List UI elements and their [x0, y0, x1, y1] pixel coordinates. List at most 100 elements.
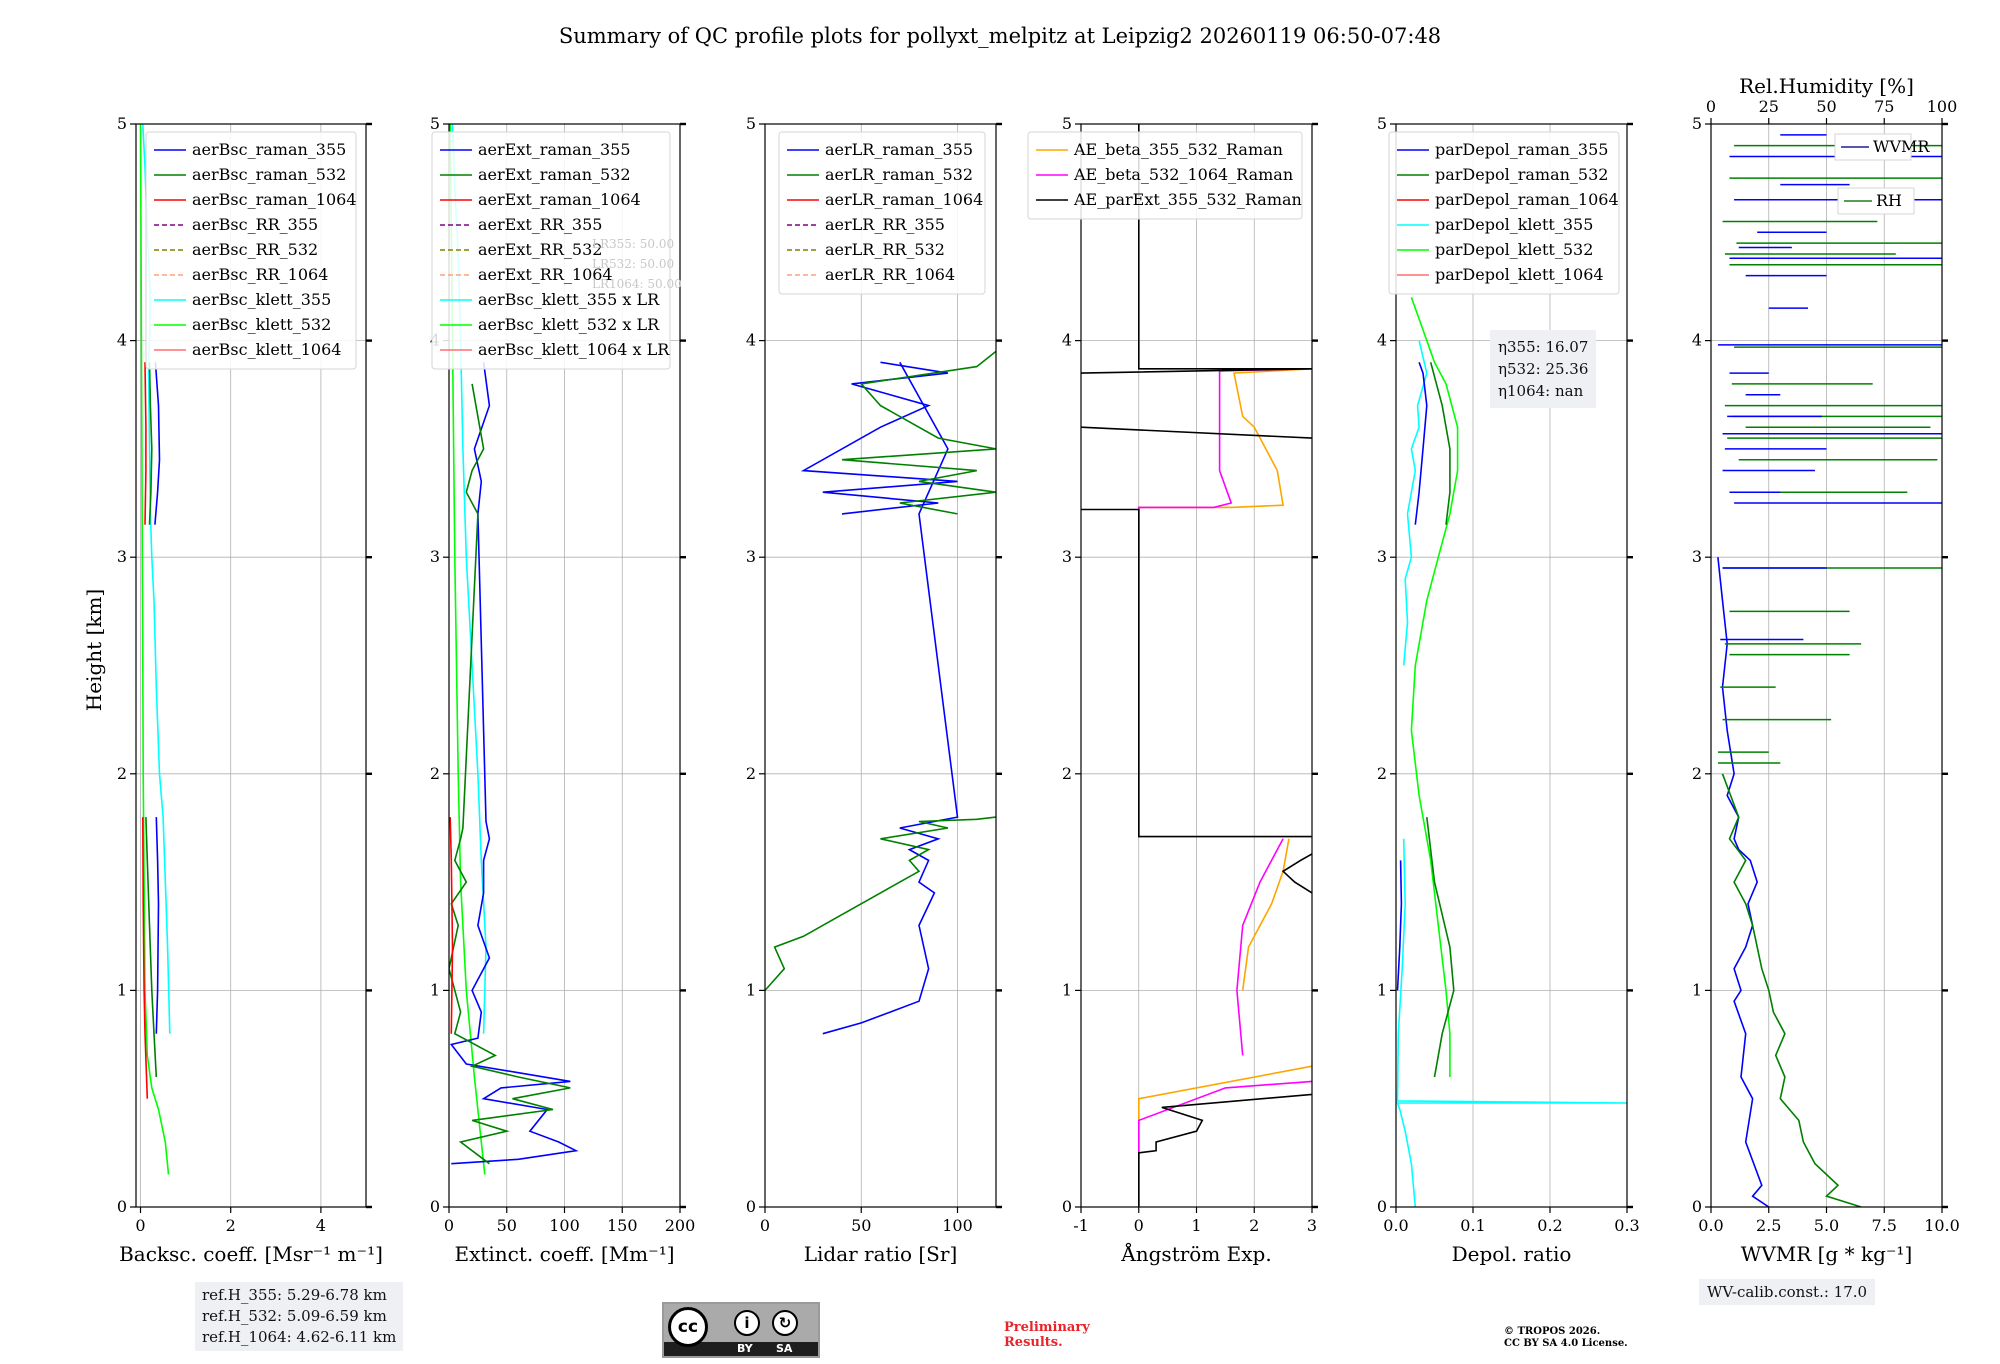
x-axis-label: Backsc. coeff. [Msr⁻¹ m⁻¹]	[119, 1242, 383, 1266]
legend-label: aerLR_raman_1064	[825, 190, 983, 209]
series-line-blue	[449, 362, 579, 1165]
legend-wv-0: WVMR	[1834, 133, 1930, 161]
y-tick-label: 1	[117, 980, 127, 999]
copyright-line-2: CC BY SA 4.0 License.	[1504, 1338, 1628, 1349]
series-line-blue	[800, 361, 958, 515]
wv-calibration-box: WV-calib.const.: 17.0	[1699, 1279, 1876, 1305]
legend-label: aerExt_raman_532	[478, 165, 631, 184]
x-tick-label: 50	[497, 1216, 517, 1235]
x-tick-label: 7.5	[1872, 1216, 1897, 1235]
series-group	[1081, 124, 1312, 1207]
y-tick-label: 3	[1062, 547, 1072, 566]
legend-label: aerLR_RR_532	[825, 240, 945, 259]
y-tick-label: 0	[746, 1197, 756, 1216]
x-tick-label: 10.0	[1924, 1216, 1960, 1235]
legend-label: aerBsc_klett_532	[192, 315, 331, 334]
eta-355: η355: 16.07	[1498, 338, 1589, 356]
legend-label: aerBsc_RR_532	[192, 240, 318, 259]
series-line-black	[1081, 508, 1312, 838]
y-tick-label: 0	[117, 1197, 127, 1216]
legend-label: parDepol_klett_1064	[1435, 265, 1604, 284]
ref-height-532: ref.H_532: 5.09-6.59 km	[202, 1307, 387, 1325]
eta-532: η532: 25.36	[1498, 360, 1589, 378]
series-line-lime	[1410, 297, 1459, 1077]
copyright-note: © TROPOS 2026. CC BY SA 4.0 License.	[1504, 1326, 1628, 1350]
cc-by-label: BY	[737, 1342, 753, 1355]
x-tick-label: 0.0	[1383, 1216, 1408, 1235]
lidar-ratio-note: LR355: 50.00	[592, 237, 674, 251]
y-tick-label: 2	[1062, 764, 1072, 783]
legend-frame	[431, 131, 671, 370]
series-group	[139, 124, 171, 1175]
legend-frame	[778, 131, 986, 295]
x-tick-label: 4	[316, 1216, 326, 1235]
legend-label: aerLR_raman_532	[825, 165, 973, 184]
series-line-magenta	[1138, 1080, 1312, 1207]
cc-sa-label: SA	[776, 1342, 793, 1355]
legend-label: WVMR	[1873, 137, 1930, 156]
series-line-green	[145, 817, 158, 1078]
panel-ext: 050100150200012345Extinct. coeff. [Mm⁻¹]…	[430, 114, 695, 1266]
x-tick-label: 100	[549, 1216, 580, 1235]
x-axis-label: Extinct. coeff. [Mm⁻¹]	[454, 1242, 674, 1266]
legend-label: aerBsc_raman_1064	[192, 190, 357, 209]
series-group	[765, 350, 996, 1035]
cc-license-badge: cc i ↻ BY SA	[662, 1302, 820, 1358]
series-line-magenta	[1138, 368, 1312, 837]
x2-tick-label: 0	[1706, 97, 1716, 116]
x-tick-label: 200	[665, 1216, 696, 1235]
legend-frame	[1027, 131, 1303, 220]
panel-lr: 0 50 100 0 1 2 3 4 5 Lidar ratio [Sr] aerLR_raman_…	[746, 114, 1002, 1266]
legend-label: parDepol_raman_532	[1435, 165, 1608, 184]
y-tick-label: 3	[746, 547, 756, 566]
legend-ang: AE_beta_355_532_Raman AE_beta_532_1064_Ra…	[1027, 131, 1303, 220]
x2-tick-label: 100	[1927, 97, 1958, 116]
y-tick-label: 0	[1377, 1197, 1387, 1216]
series-line-blue	[822, 361, 959, 1035]
reference-height-box: ref.H_355: 5.29-6.78 km ref.H_532: 5.09-…	[195, 1282, 404, 1351]
legend-label: aerBsc_RR_1064	[192, 265, 328, 284]
x-tick-label: 0.0	[1698, 1216, 1723, 1235]
x-tick-label: 2	[226, 1216, 236, 1235]
lidar-ratio-note: LR1064: 50.00	[592, 277, 682, 291]
x-tick-label: 5.0	[1814, 1216, 1839, 1235]
axes-frame	[764, 123, 997, 1208]
series-line-lime	[449, 124, 486, 1175]
y-tick-label: 5	[117, 114, 127, 133]
legend-label: aerBsc_klett_532 x LR	[478, 315, 660, 334]
legend-label: aerBsc_klett_355 x LR	[478, 290, 660, 309]
sa-icon: ↻	[772, 1310, 798, 1336]
series-group	[1717, 134, 1942, 1207]
y-tick-label: 2	[117, 764, 127, 783]
series-line-black	[1081, 426, 1312, 439]
cc-icon: cc	[668, 1307, 708, 1347]
y-tick-label: 4	[1692, 331, 1702, 350]
series-line-green	[841, 350, 996, 515]
legend-label: aerExt_RR_355	[478, 215, 602, 234]
y-tick-label: 1	[1377, 980, 1387, 999]
y-tick-label: 4	[746, 331, 756, 350]
y-tick-label: 3	[117, 547, 127, 566]
legend-bsc: aerBsc_raman_355 aerBsc_raman_532 aerBsc_r…	[145, 131, 357, 370]
y-tick-label: 3	[1377, 547, 1387, 566]
y-tick-label: 4	[1062, 331, 1072, 350]
legend-label: parDepol_raman_1064	[1435, 190, 1619, 209]
legend-frame	[1388, 131, 1620, 295]
legend-label: aerExt_RR_1064	[478, 265, 613, 284]
series-line-green	[1721, 773, 1862, 1207]
y-axis-label: Height [km]	[82, 589, 106, 711]
x2-tick-label: 50	[1816, 97, 1836, 116]
x-axis-label: Ångström Exp.	[1120, 1241, 1271, 1266]
series-line-blue	[1414, 362, 1428, 525]
lidar-ratio-note: LR532: 50.00	[592, 257, 674, 271]
legend-label: aerExt_raman_1064	[478, 190, 641, 209]
x-tick-label: 0	[444, 1216, 454, 1235]
axes-frame	[135, 123, 367, 1208]
legend-frame	[145, 131, 357, 370]
legend-lr: aerLR_raman_355 aerLR_raman_532 aerLR_rama…	[778, 131, 986, 295]
y-tick-label: 5	[1377, 114, 1387, 133]
series-line-green	[449, 383, 571, 1165]
series-line-cyan	[1396, 838, 1627, 1207]
